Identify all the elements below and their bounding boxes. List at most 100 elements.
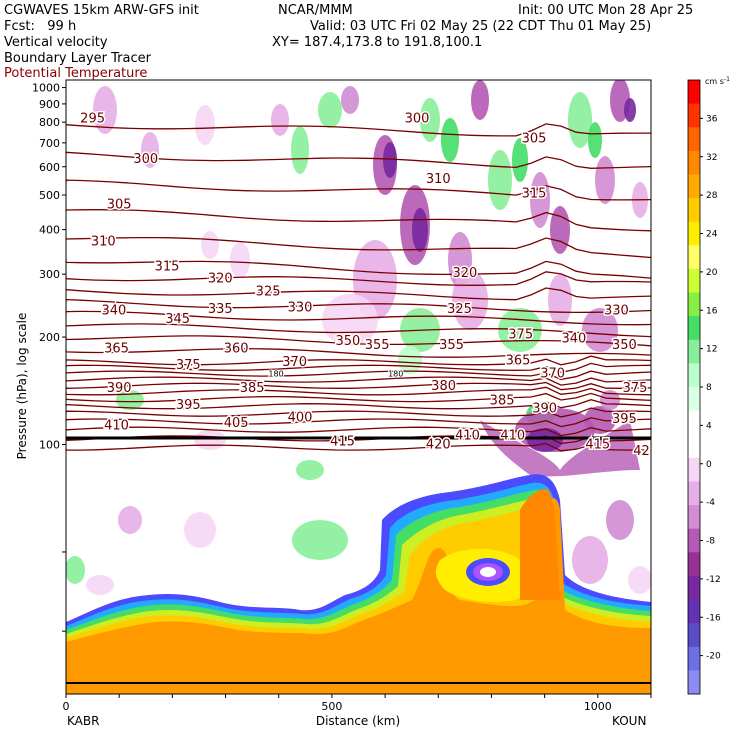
colorbar-swatch <box>688 174 700 199</box>
colorbar-swatch <box>688 552 700 577</box>
colorbar-tick-label: -20 <box>706 652 721 662</box>
velocity-blob <box>568 92 592 148</box>
colorbar-swatch <box>688 623 700 648</box>
y-tick-label: 300 <box>39 268 60 281</box>
velocity-blob <box>548 274 572 326</box>
plot-area: 420 415 415 420 410 405 400 410 410 395 385 390 385 3… <box>66 80 651 694</box>
theta-label: 375 <box>508 328 533 343</box>
theta-label: 380 <box>431 379 456 394</box>
velocity-blob <box>420 98 440 142</box>
run-title: CGWAVES 15km ARW-GFS init <box>4 3 199 18</box>
colorbar-tick-label: -12 <box>706 575 721 585</box>
theta-isoline <box>66 381 651 391</box>
velocity-blob <box>441 118 459 162</box>
theta-label: 395 <box>176 398 201 413</box>
colorbar-swatch <box>688 387 700 412</box>
velocity-blob <box>512 138 528 182</box>
colorbar-swatch <box>688 150 700 175</box>
y-tick-label: 700 <box>39 137 60 150</box>
colorbar-swatch <box>688 198 700 223</box>
colorbar-swatch <box>688 221 700 246</box>
colorbar-swatch <box>688 292 700 317</box>
theta-label: 390 <box>532 402 557 417</box>
colorbar-swatch <box>688 646 700 671</box>
colorbar-swatch <box>688 127 700 152</box>
theta-label: 340 <box>561 332 586 347</box>
colorbar-tick-label: 12 <box>706 345 717 355</box>
right-endpoint-label: KOUN <box>612 714 646 728</box>
theta-labels: 420 415 415 420 410 405 400 410 410 395 385 390 385 3… <box>79 110 651 461</box>
theta-isoline <box>66 123 651 137</box>
theta-isoline <box>66 426 651 437</box>
forecast-hour: Fcst: 99 h <box>4 19 77 34</box>
theta-label: 330 <box>288 301 313 316</box>
theta-isoline <box>66 370 651 381</box>
velocity-blob <box>412 208 428 252</box>
x-tick-label: 0 <box>63 700 70 713</box>
colorbar-swatch <box>688 434 700 459</box>
theta-isoline <box>66 271 651 286</box>
colorbar-swatch <box>688 457 700 482</box>
theta-label: 325 <box>447 302 472 317</box>
y-tick-label: 200 <box>39 331 60 344</box>
theta-isoline <box>66 399 651 410</box>
velocity-blob <box>66 556 85 584</box>
theta-label: 365 <box>104 341 129 356</box>
theta-isoline <box>66 407 651 418</box>
colorbar-tick-label: 16 <box>706 306 718 316</box>
theta-label: 350 <box>335 334 360 349</box>
colorbar-tick-label: 36 <box>706 114 718 124</box>
theta-label: 395 <box>612 412 637 427</box>
velocity-blob <box>582 308 618 352</box>
x-axis: 0 500 1000 <box>63 694 652 713</box>
velocity-blob <box>86 575 114 595</box>
theta-label: 300 <box>133 152 158 167</box>
field-label-boundary-layer-tracer: Boundary Layer Tracer <box>4 51 151 66</box>
velocity-blob <box>488 150 512 210</box>
velocity-blob <box>201 231 219 259</box>
y-tick-label: 400 <box>39 224 60 237</box>
colorbar-swatch <box>688 575 700 601</box>
colorbar-swatch <box>688 363 700 388</box>
theta-label: 335 <box>208 302 233 317</box>
theta-isoline <box>66 348 651 358</box>
velocity-blob <box>572 536 608 584</box>
theta-label: 375 <box>176 358 201 373</box>
velocity-blob <box>588 122 602 158</box>
colorbar-swatch <box>688 316 700 341</box>
institution-label: NCAR/MMM <box>278 3 353 18</box>
theta-isoline <box>66 386 651 396</box>
colorbar-tick-label: 28 <box>706 191 718 201</box>
y-tick-label: 800 <box>39 116 60 129</box>
colorbar-swatch <box>688 245 700 270</box>
velocity-blob <box>291 126 309 174</box>
theta-label: 300 <box>405 111 430 126</box>
theta-isoline <box>66 259 651 279</box>
x-tick-label: 1000 <box>584 700 612 713</box>
theta-label: 385 <box>240 381 265 396</box>
theta-isoline <box>66 376 651 386</box>
y-tick-label: 600 <box>39 161 60 174</box>
colorbar-swatch <box>688 268 700 294</box>
theta-isoline <box>66 362 651 374</box>
theta-label: 355 <box>365 338 390 353</box>
theta-isoline <box>66 209 651 232</box>
velocity-blob <box>230 242 250 278</box>
velocity-blob <box>271 104 289 136</box>
vertical-velocity-contours <box>66 80 651 595</box>
velocity-blob <box>292 520 348 560</box>
colorbar-swatch <box>688 339 700 364</box>
theta-label: 350 <box>612 338 637 353</box>
theta-label: 315 <box>522 186 547 201</box>
theta-label: 370 <box>282 355 307 370</box>
theta-label: 415 <box>330 434 355 449</box>
theta-isoline <box>66 442 651 452</box>
theta-label: 320 <box>452 266 477 281</box>
y-tick-label: 1000 <box>32 82 60 95</box>
velocity-blob <box>184 512 216 548</box>
x-axis-label: Distance (km) <box>316 714 400 728</box>
colorbar-swatch <box>688 670 700 695</box>
velocity-blob <box>527 428 563 452</box>
theta-label: 405 <box>224 416 249 431</box>
